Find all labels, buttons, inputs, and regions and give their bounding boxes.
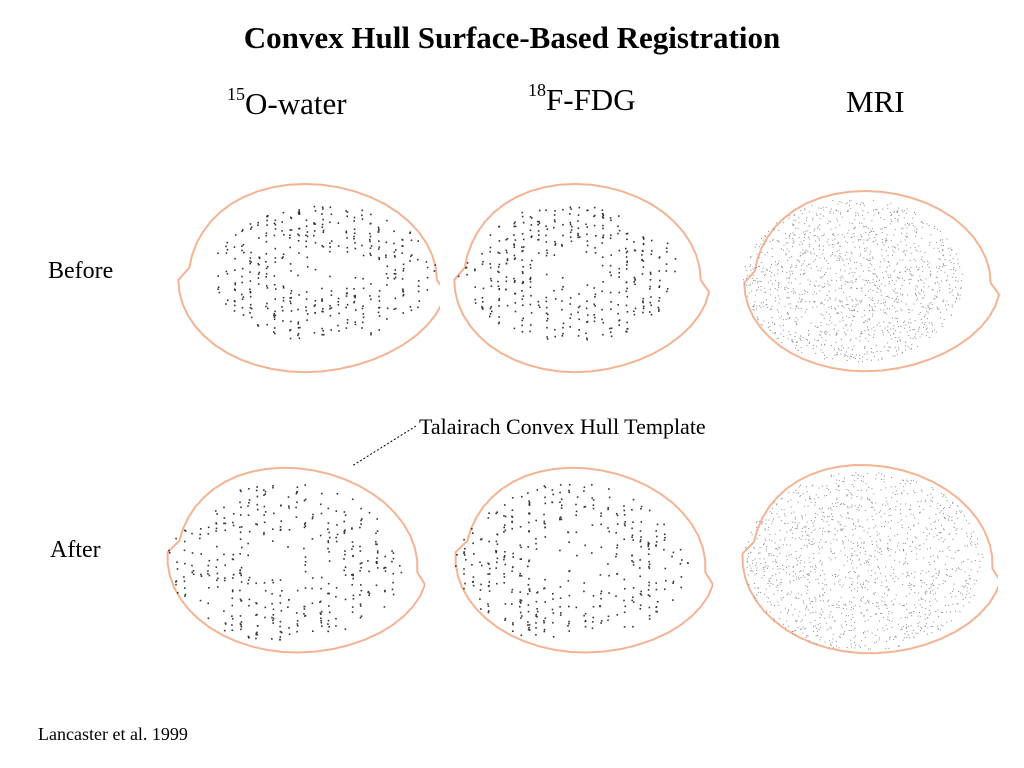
brain-panel-mri-after xyxy=(741,463,998,655)
citation: Lancaster et al. 1999 xyxy=(38,724,188,744)
convex-hull-outline xyxy=(166,466,425,654)
convex-hull-outline xyxy=(454,466,713,654)
isotope-superscript: 18 xyxy=(528,80,546,100)
brain-panel-fdg-after xyxy=(454,466,713,654)
pet-surface-dots xyxy=(217,205,437,340)
row-label-after: After xyxy=(50,537,101,563)
column-header-mri: MRI xyxy=(846,84,905,120)
row-label-before: Before xyxy=(48,258,114,284)
column-header-o-water: 15O-water xyxy=(227,84,347,122)
mri-surface-dots xyxy=(743,199,964,363)
brain-panel-mri-before xyxy=(743,189,1001,373)
column-header-label: F-FDG xyxy=(546,82,636,117)
column-header-label: O-water xyxy=(245,86,347,121)
brain-panel-o-water-after xyxy=(166,466,425,654)
template-annotation: Talairach Convex Hull Template xyxy=(419,414,706,439)
brain-panel-o-water-before xyxy=(177,182,440,374)
isotope-superscript: 15 xyxy=(227,84,245,104)
convex-hull-outline xyxy=(743,189,1001,373)
column-header-f-fdg: 18F-FDG xyxy=(528,80,636,118)
convex-hull-outline xyxy=(741,463,998,655)
convex-hull-outline xyxy=(177,182,440,374)
pet-surface-dots xyxy=(457,206,677,341)
brain-panel-fdg-before xyxy=(453,182,711,374)
pet-surface-dots xyxy=(455,483,689,638)
slide-title: Convex Hull Surface-Based Registration xyxy=(243,20,781,55)
pet-surface-dots xyxy=(168,484,403,641)
convex-hull-outline xyxy=(453,182,711,374)
column-header-label: MRI xyxy=(846,84,905,119)
mri-surface-dots xyxy=(745,472,984,650)
